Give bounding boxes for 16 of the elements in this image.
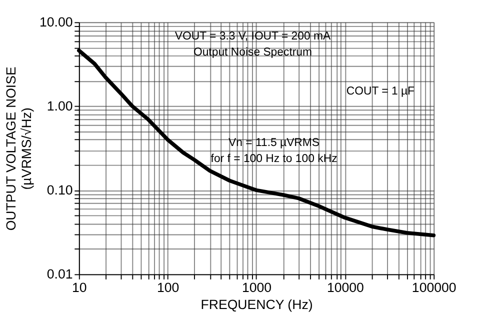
x-tick-label: 100 <box>156 280 180 295</box>
y-axis-title: OUTPUT VOLTAGE NOISE (µVRMS/√Hz) <box>4 66 34 231</box>
y-tick-label: 10.00 <box>39 14 73 30</box>
x-tick-label: 100000 <box>412 280 456 295</box>
x-tick-label: 10000 <box>326 280 364 295</box>
annotation: Vn = 11.5 µVRMS <box>228 136 320 149</box>
annotation: Output Noise Spectrum <box>193 46 312 58</box>
annotation: for f = 100 Hz to 100 kHz <box>210 152 338 165</box>
y-tick-label: 1.00 <box>46 98 73 114</box>
annotation: COUT = 1 µF <box>346 85 415 98</box>
x-tick-label: 1000 <box>242 280 272 295</box>
annotation: VOUT = 3.3 V, IOUT = 200 mA <box>174 30 332 42</box>
x-tick-label: 10 <box>72 280 87 295</box>
y-tick-label: 0.10 <box>46 182 73 198</box>
y-tick-label: 0.01 <box>46 266 73 282</box>
x-axis-title: FREQUENCY (Hz) <box>200 296 313 312</box>
